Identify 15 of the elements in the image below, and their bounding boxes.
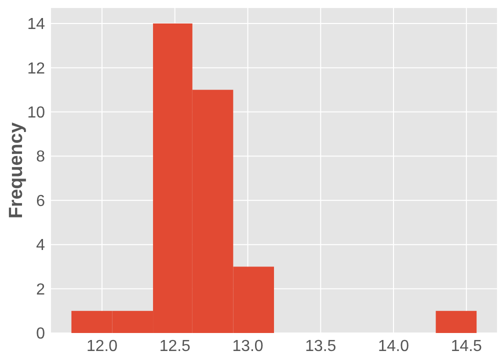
y-tick-label: 2 <box>36 281 46 298</box>
y-tick-label: 0 <box>36 326 46 343</box>
y-tick-label: 12 <box>27 60 46 78</box>
x-tick-label: 12.5 <box>159 338 191 355</box>
x-tick-label: 14.5 <box>450 338 482 355</box>
y-tick-label: 8 <box>36 148 46 166</box>
x-tick-label: 14.0 <box>378 338 410 355</box>
x-tick-label: 13.0 <box>232 338 264 355</box>
y-tick-label: 6 <box>36 192 46 210</box>
y-tick-label: 10 <box>27 104 46 122</box>
x-tick-label: 13.5 <box>305 338 336 355</box>
y-tick-label: 14 <box>27 16 46 34</box>
y-axis-title: Frequency <box>6 122 27 219</box>
y-tick-label: 4 <box>36 237 46 254</box>
x-tick-label: 12.0 <box>86 338 118 355</box>
